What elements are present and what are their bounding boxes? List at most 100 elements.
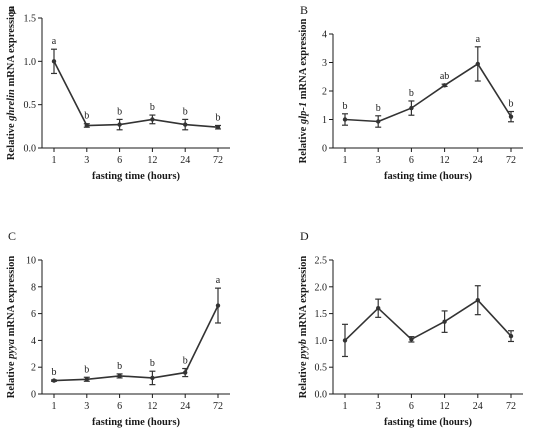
data-point [150, 376, 154, 380]
data-point [343, 117, 347, 121]
significance-letter: a [52, 36, 57, 47]
y-axis-title: Relative pyyb mRNA expression [298, 256, 309, 399]
data-point [183, 122, 187, 126]
y-tick-label: 0.0 [315, 390, 328, 401]
chart-panel-a: A 0.0 0.5 1.0 1.5 1 3 6 12 24 72 fasting time (hour… [6, 3, 230, 182]
y-tick-label: 0.0 [24, 144, 37, 155]
y-tick-label: 1.0 [315, 336, 328, 347]
x-tick-label: 3 [376, 155, 381, 166]
data-point [52, 378, 56, 382]
x-tick-label: 3 [84, 401, 89, 412]
data-point [216, 303, 220, 307]
series-line [54, 306, 218, 381]
significance-letter: b [183, 106, 188, 117]
y-tick-label: 6 [31, 309, 36, 320]
data-point [117, 374, 121, 378]
x-tick-label: 72 [213, 155, 223, 166]
x-tick-label: 6 [117, 155, 122, 166]
data-point [409, 337, 413, 341]
data-point [117, 122, 121, 126]
y-tick-label: 0.5 [315, 363, 328, 374]
y-tick-label: 0.5 [24, 100, 37, 111]
data-point [442, 83, 446, 87]
x-tick-label: 24 [180, 155, 190, 166]
y-tick-label: 4 [322, 30, 327, 41]
panel-label: C [8, 229, 16, 243]
significance-letter: a [476, 34, 481, 45]
x-tick-label: 12 [440, 155, 450, 166]
series-line [345, 300, 511, 340]
y-tick-label: 0 [322, 144, 327, 155]
y-tick-label: 1.0 [24, 57, 37, 68]
data-point [183, 370, 187, 374]
data-point [85, 123, 89, 127]
data-point [509, 114, 513, 118]
x-axis-title: fasting time (hours) [384, 171, 473, 182]
data-point [216, 125, 220, 129]
y-axis-title-gene: ghrelin [6, 89, 17, 122]
significance-letter: b [183, 356, 188, 367]
x-tick-label: 1 [52, 155, 57, 166]
y-axis-title: Relative glp-1 mRNA expression [298, 18, 309, 163]
y-tick-label: 2.5 [315, 256, 328, 267]
data-point [409, 106, 413, 110]
series-line [345, 64, 511, 122]
y-tick-label: 2.0 [315, 282, 328, 293]
x-axis-title: fasting time (hours) [92, 417, 181, 428]
data-point [343, 338, 347, 342]
y-axis-title-gene: pyya [6, 339, 17, 360]
data-point [476, 298, 480, 302]
x-tick-label: 6 [409, 401, 414, 412]
x-tick-label: 1 [343, 401, 348, 412]
data-point [376, 119, 380, 123]
data-point [85, 377, 89, 381]
y-tick-label: 0 [31, 390, 36, 401]
panel-label: B [300, 3, 308, 17]
significance-letter: b [150, 102, 155, 113]
data-point [150, 117, 154, 121]
x-axis-title: fasting time (hours) [384, 417, 473, 428]
significance-letter: b [84, 111, 89, 122]
data-point [52, 59, 56, 63]
y-tick-label: 1.5 [315, 309, 328, 320]
y-tick-label: 10 [26, 256, 36, 267]
x-tick-label: 12 [440, 401, 450, 412]
data-point [509, 334, 513, 338]
significance-letter: ab [440, 71, 449, 82]
x-tick-label: 12 [147, 155, 157, 166]
y-axis-title-text: mRNA expression [6, 6, 17, 89]
y-axis-title-text: mRNA expression [298, 18, 309, 101]
y-axis-title-gene: glp-1 [298, 102, 309, 125]
y-tick-label: 1.5 [24, 14, 37, 25]
x-tick-label: 6 [117, 401, 122, 412]
x-tick-label: 1 [52, 401, 57, 412]
y-tick-label: 2 [322, 87, 327, 98]
x-tick-label: 6 [409, 155, 414, 166]
x-tick-label: 72 [506, 401, 516, 412]
y-axis-title-gene: pyyb [298, 339, 309, 360]
significance-letter: b [52, 367, 57, 378]
panel-label: D [300, 229, 309, 243]
significance-letter: b [216, 112, 221, 123]
data-point [442, 319, 446, 323]
x-tick-label: 24 [180, 401, 190, 412]
significance-letter: b [376, 103, 381, 114]
y-tick-label: 4 [31, 336, 36, 347]
y-axis-title-text: mRNA expression [6, 256, 17, 339]
y-tick-label: 1 [322, 115, 327, 126]
x-tick-label: 3 [376, 401, 381, 412]
y-tick-label: 3 [322, 58, 327, 69]
y-axis-title-text: Relative [6, 121, 17, 160]
significance-letter: b [343, 101, 348, 112]
y-axis-title: Relative ghrelin mRNA expression [6, 6, 17, 160]
significance-letter: b [409, 88, 414, 99]
significance-letter: b [150, 358, 155, 369]
significance-letter: a [216, 275, 221, 286]
y-axis-title-text: Relative [298, 359, 309, 398]
data-point [476, 62, 480, 66]
chart-panel-d: D 0.0 0.5 1.0 1.5 2.0 2.5 1 3 6 12 24 72 fasting time… [298, 229, 523, 428]
significance-letter: b [117, 361, 122, 372]
y-axis-title: Relative pyya mRNA expression [6, 256, 17, 399]
